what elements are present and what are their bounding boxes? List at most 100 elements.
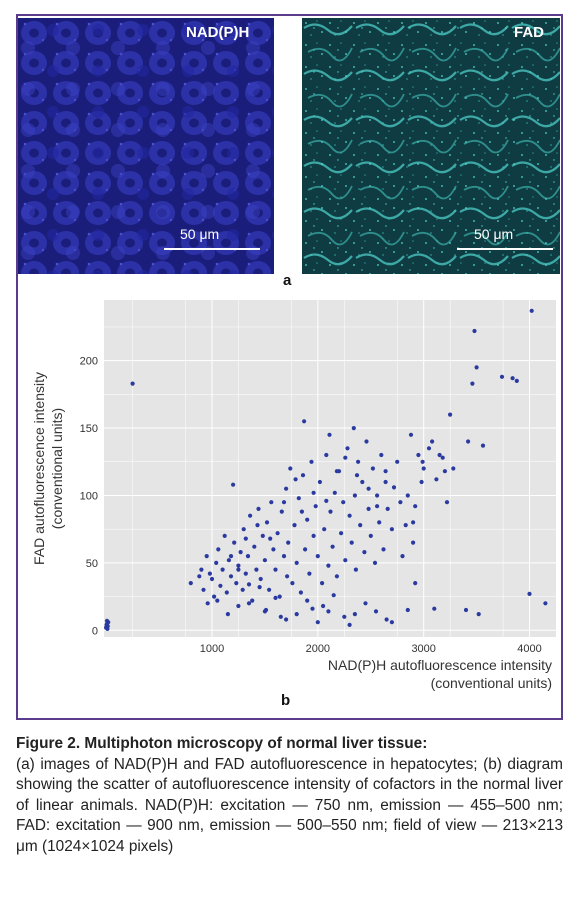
data-point [363, 601, 368, 606]
data-point [284, 486, 289, 491]
data-point [400, 554, 405, 559]
data-point [262, 558, 267, 563]
data-point [225, 612, 230, 617]
data-point [349, 540, 354, 545]
data-point [236, 567, 241, 572]
plot-background [104, 300, 556, 637]
data-point [277, 594, 282, 599]
caption-body: (a) images of NAD(P)H and FAD autofluore… [16, 755, 563, 855]
data-point [332, 490, 337, 495]
data-point [296, 496, 301, 501]
nadph-scale-bar [164, 248, 260, 250]
data-point [105, 626, 110, 631]
data-point [204, 554, 209, 559]
data-point [236, 563, 241, 568]
data-point [419, 479, 424, 485]
data-point [353, 567, 358, 572]
data-point [356, 459, 361, 464]
scatter-chart: 1000 2000 3000 4000 0 50 100 150 200 NAD(P)H auto… [0, 280, 578, 705]
data-point [254, 567, 259, 572]
data-point [324, 452, 329, 458]
data-point [232, 540, 237, 545]
data-point [218, 583, 223, 588]
data-point [307, 571, 312, 576]
data-point [472, 328, 477, 334]
data-point [499, 374, 505, 379]
data-point [241, 527, 246, 532]
data-point [416, 452, 421, 458]
data-point [248, 513, 253, 518]
data-point [360, 479, 365, 485]
fad-scale-text: 50 μm [474, 226, 514, 242]
panel-b-letter: b [281, 692, 291, 709]
data-point [293, 477, 298, 482]
data-point [201, 587, 206, 592]
data-point [466, 439, 471, 444]
data-point [262, 609, 267, 614]
data-point [214, 560, 219, 565]
y-axis-label-units: (conventional units) [49, 408, 65, 529]
data-point [339, 531, 344, 536]
data-point [408, 432, 414, 437]
data-point [411, 540, 416, 545]
x-tick-label: 1000 [200, 643, 224, 655]
data-point [421, 466, 426, 471]
data-point [267, 587, 272, 592]
data-point [294, 560, 299, 565]
y-tick-label: 50 [86, 558, 98, 570]
data-point [413, 581, 418, 586]
panel-a-letter: a [283, 272, 292, 289]
y-axis-label: FAD autofluorescence intensity [31, 372, 47, 565]
data-point [341, 500, 346, 505]
data-point [358, 523, 363, 528]
data-point [238, 550, 243, 555]
data-point [527, 591, 532, 596]
data-point [432, 606, 437, 611]
data-point [403, 523, 408, 528]
data-point [294, 612, 299, 617]
data-point [305, 598, 310, 603]
y-tick-label: 100 [80, 490, 98, 502]
data-point [245, 554, 251, 559]
data-point [514, 378, 519, 383]
data-point [273, 567, 278, 572]
data-point [334, 574, 339, 579]
data-point [405, 607, 410, 613]
data-point [430, 439, 435, 444]
x-tick-label: 4000 [517, 643, 541, 655]
data-point [281, 554, 287, 559]
data-point [345, 446, 350, 451]
data-point [271, 547, 276, 552]
data-point [330, 544, 335, 549]
data-point [366, 486, 371, 491]
data-point [240, 587, 245, 592]
data-point [311, 533, 316, 538]
data-point [352, 612, 357, 617]
data-point [413, 504, 418, 509]
data-point [366, 506, 371, 511]
y-tick-label: 0 [92, 625, 98, 637]
data-point [311, 490, 316, 495]
data-point [275, 531, 280, 536]
data-point [451, 466, 456, 471]
x-tick-label: 3000 [411, 643, 435, 655]
data-point [224, 590, 229, 595]
data-point [305, 517, 310, 522]
data-point [269, 500, 274, 505]
data-point [290, 581, 295, 586]
data-point [334, 469, 339, 474]
data-point [389, 527, 394, 532]
data-point [130, 381, 135, 386]
data-point [384, 617, 389, 622]
data-point [347, 622, 352, 627]
data-point [370, 466, 375, 471]
data-point [264, 520, 270, 525]
nadph-image: NAD(P)H 50 μm [18, 18, 274, 274]
data-point [260, 533, 265, 538]
data-point [313, 504, 318, 509]
data-point [351, 426, 356, 431]
data-point [364, 439, 369, 444]
data-point [379, 452, 384, 458]
y-tick-label: 200 [80, 356, 98, 368]
data-point [286, 540, 291, 545]
